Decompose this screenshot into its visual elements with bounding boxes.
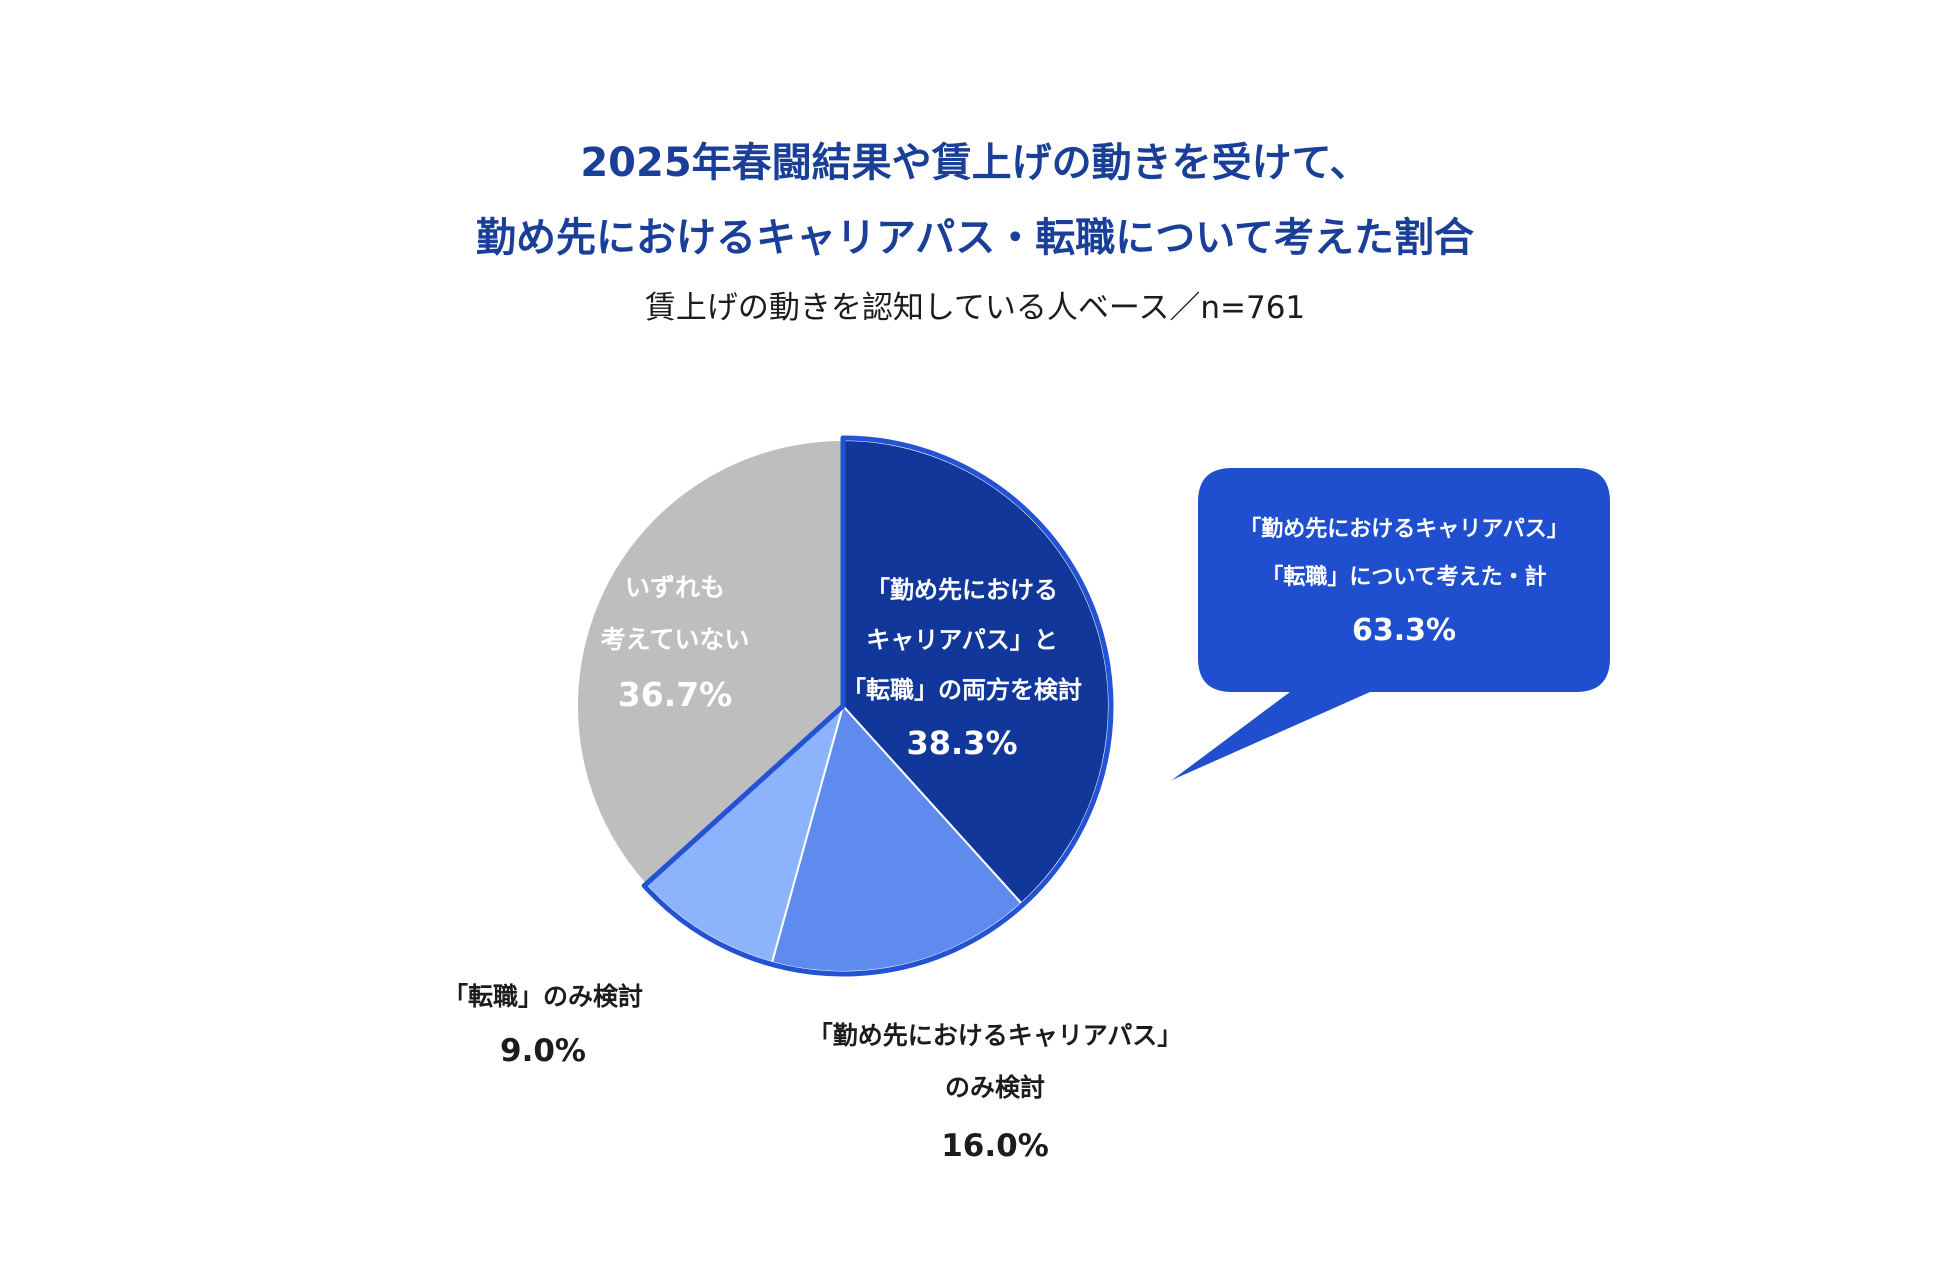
highlight-outline	[641, 435, 1114, 977]
slice-label-both: 「勤め先におけるキャリアパス」と「転職」の両方を検討	[842, 576, 1082, 704]
callout-bubble: 「勤め先におけるキャリアパス」「転職」について考えた・計 63.3%	[1172, 468, 1610, 780]
slice-label-job-change-only: 「転職」のみ検討	[443, 982, 643, 1011]
slice-value-job-change-only: 9.0%	[500, 1033, 586, 1069]
pie-slice-neither	[576, 438, 844, 886]
chart-title-line-1: 2025年春闘結果や賃上げの動きを受けて、	[580, 140, 1370, 186]
callout-shape	[1172, 468, 1610, 780]
callout-value: 63.3%	[1352, 613, 1456, 648]
slice-label-career-only: 「勤め先におけるキャリアパス」のみ検討	[808, 1021, 1183, 1102]
callout-label: 「勤め先におけるキャリアパス」「転職」について考えた・計	[1239, 516, 1569, 590]
considered-group-outline	[641, 435, 1114, 977]
slice-value-both: 38.3%	[906, 724, 1017, 762]
slice-value-career-only: 16.0%	[941, 1128, 1049, 1164]
chart-subtitle: 賃上げの動きを認知している人ベース／n=761	[644, 290, 1306, 326]
slice-value-neither: 36.7%	[618, 675, 733, 714]
chart-title-line-2: 勤め先におけるキャリアパス・転職について考えた割合	[476, 215, 1474, 261]
slice-labels: 「勤め先におけるキャリアパス」と「転職」の両方を検討 38.3% 「勤め先におけるキ…	[443, 573, 1182, 1164]
slice-label-neither: いずれも考えていない	[601, 573, 750, 654]
